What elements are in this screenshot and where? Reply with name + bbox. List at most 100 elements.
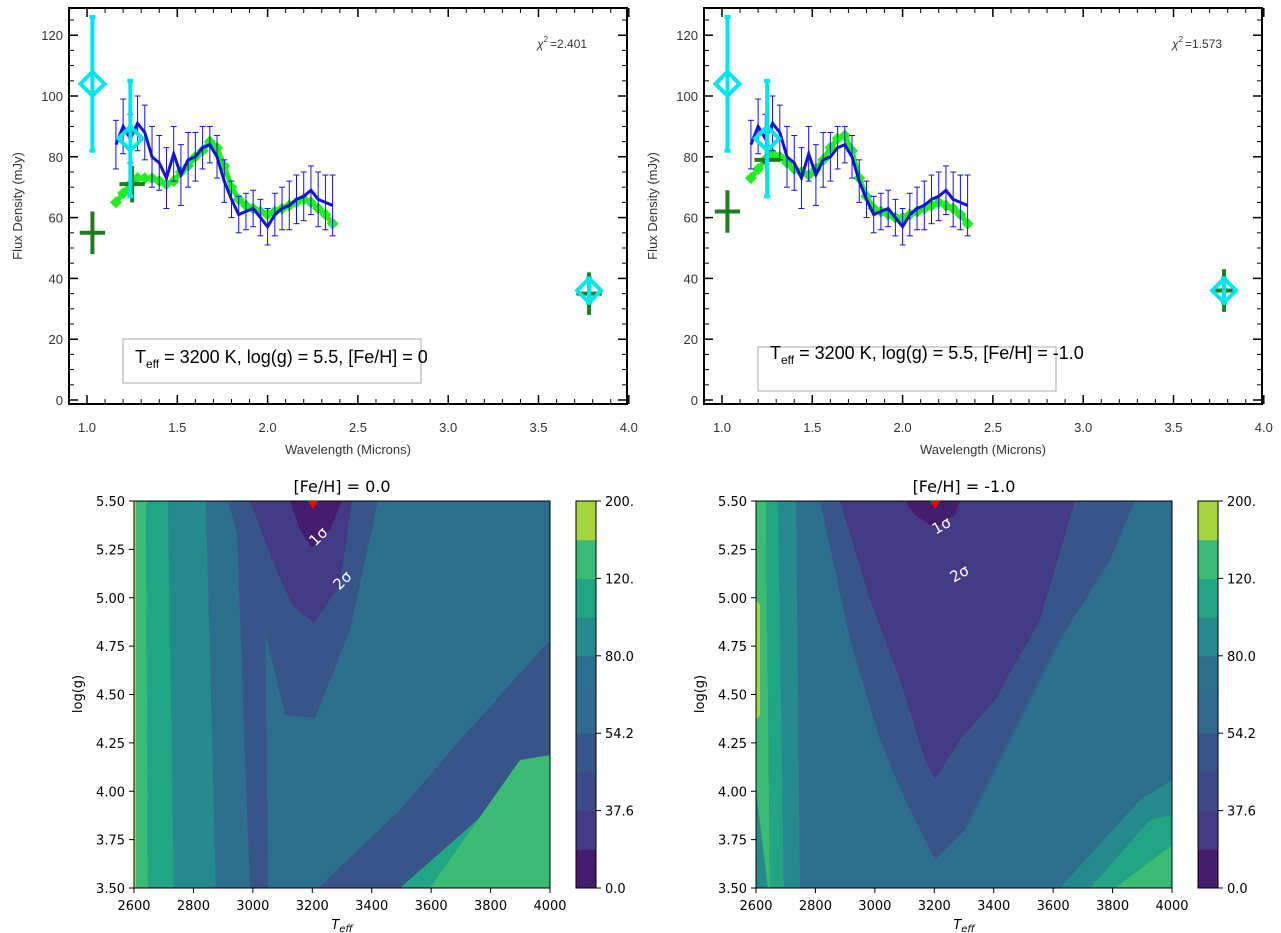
colorbar-band: [576, 810, 596, 850]
y-axis-label: log(g): [71, 675, 86, 713]
colorbar-band: [1198, 539, 1218, 579]
colorbar-band: [576, 694, 596, 734]
colorbar-tick-label: 200.: [1227, 495, 1256, 510]
x-axis-label: Wavelength (Microns): [285, 442, 411, 457]
photometry-point: [77, 69, 108, 99]
best-fit-marker: [930, 501, 940, 509]
photometry-point: [115, 123, 146, 154]
x-axis-label: Teff: [331, 918, 354, 933]
x-label-sub: eff: [961, 924, 976, 933]
fit-label-sub: eff: [146, 357, 160, 371]
x-tick-label: 2.5: [984, 420, 1002, 435]
y-tick-label: 40: [49, 271, 63, 286]
fit-label-t: T: [135, 347, 146, 367]
y-tick-label: 3.50: [718, 882, 747, 897]
x-tick-label: 3000: [858, 899, 891, 914]
plot-frame: [68, 7, 628, 405]
colorbar-band: [1198, 694, 1218, 734]
best-fit-marker: [308, 501, 318, 509]
x-tick-label: 1.5: [803, 420, 821, 435]
x-tick-label: 3800: [1096, 899, 1129, 914]
chi2-symbol: χ: [1171, 37, 1179, 51]
chi2-exponent: 2: [1179, 35, 1184, 44]
colorbar-band: [576, 539, 596, 579]
y-tick-label: 3.50: [96, 882, 125, 897]
y-tick-label: 80: [684, 150, 698, 165]
fit-label-rest: = 3200 K, log(g) = 5.5, [Fe/H] = 0: [159, 347, 428, 367]
colorbar-band: [576, 501, 596, 541]
y-tick-label: 20: [49, 332, 63, 347]
y-tick-label: 60: [49, 211, 63, 226]
contour-level-4b: [756, 790, 768, 888]
model-point: [752, 162, 765, 175]
x-axis-label: Wavelength (Microns): [920, 442, 1046, 457]
chi2-value: =1.573: [1185, 37, 1222, 51]
fit-label-sub: eff: [781, 353, 795, 367]
map-title: [Fe/H] = -1.0: [913, 477, 1016, 496]
y-axis-label: log(g): [693, 675, 708, 713]
colorbar-band: [1198, 501, 1218, 541]
y-tick-label: 100: [676, 89, 698, 104]
fit-label-t: T: [770, 343, 781, 363]
model-point: [117, 187, 130, 200]
colorbar-band: [576, 578, 596, 618]
x-tick-label: 2600: [117, 899, 150, 914]
y-tick-label: 60: [684, 211, 698, 226]
y-tick-label: 100: [41, 89, 63, 104]
y-tick-label: 40: [684, 271, 698, 286]
x-tick-label: 2600: [739, 899, 772, 914]
colorbar-band: [576, 771, 596, 812]
x-tick-label: 2800: [177, 899, 210, 914]
colorbar-tick-label: 80.0: [605, 650, 634, 665]
model-point: [109, 196, 122, 209]
x-tick-label: 3.0: [439, 420, 457, 435]
chi2-map-feh-0: [Fe/H] = 0.0 1σ 2σ 2600 2800 3000 3200 3400 3…: [71, 477, 634, 933]
x-tick-label: 3200: [296, 899, 329, 914]
y-tick-label: 20: [684, 332, 698, 347]
contour-level-4: [778, 501, 800, 888]
y-ticks: 0 20 40 60 80 100 120: [676, 19, 1262, 408]
colorbar-band: [1198, 771, 1218, 812]
y-axis-label: Flux Density (mJy): [645, 152, 660, 260]
photometry-point: [1209, 275, 1239, 306]
colorbar: 0.0 37.6 54.2 80.0 120. 200.: [575, 495, 634, 897]
y-tick-label: 5.50: [718, 495, 747, 510]
x-tick-label: 1.5: [168, 420, 186, 435]
y-tick-label: 120: [41, 28, 63, 43]
x-ticks: 1.0 1.5 2.0 2.5 3.0 3.5 4.0: [713, 8, 1273, 435]
x-tick-label: 2800: [799, 899, 832, 914]
x-tick-label: 1.0: [713, 420, 731, 435]
colorbar-band: [1198, 578, 1218, 618]
fit-label-box: [122, 338, 422, 384]
contour-level-0: [290, 501, 342, 548]
colorbar-frame: [575, 500, 597, 889]
x-tick-label: 4000: [1155, 899, 1188, 914]
x-tick-label: 3.0: [1074, 420, 1092, 435]
x-tick-label: 1.0: [78, 420, 96, 435]
y-tick-label: 3.75: [718, 834, 747, 849]
x-tick-label: 2.5: [349, 420, 367, 435]
map-title: [Fe/H] = 0.0: [293, 477, 390, 496]
x-label-main: T: [953, 918, 962, 933]
colorbar-band: [576, 849, 596, 889]
y-ticks: 3.50 3.75 4.00 4.25 4.50 4.75 5.00 5.25 5.50: [718, 495, 756, 897]
x-ticks: 2600 2800 3000 3200 3400 3600 3800 4000: [117, 888, 567, 914]
photometry-point: [752, 123, 782, 154]
x-tick-label: 3400: [977, 899, 1010, 914]
data-marks: [77, 14, 604, 315]
y-tick-label: 4.75: [718, 640, 747, 655]
colorbar-tick-label: 37.6: [605, 805, 634, 820]
y-tick-label: 5.50: [96, 495, 125, 510]
contour-fill: [134, 501, 550, 888]
observed-spectrum-line: [749, 120, 969, 230]
colorbar-band: [576, 655, 596, 695]
sed-plot-feh-0: 1.0 1.5 2.0 2.5 3.0 3.5 4.0 0 20 40 60 80 100 120 Wa…: [10, 7, 638, 457]
contour-level-6: [134, 501, 148, 888]
contour-level-6: [756, 501, 770, 888]
x-ticks: 2600 2800 3000 3200 3400 3600 3800 4000: [739, 888, 1189, 914]
x-tick-label: 3800: [474, 899, 507, 914]
colorbar-band: [1198, 810, 1218, 850]
contour-level-1b: [850, 501, 1000, 612]
x-axis-label: Teff: [953, 918, 976, 933]
